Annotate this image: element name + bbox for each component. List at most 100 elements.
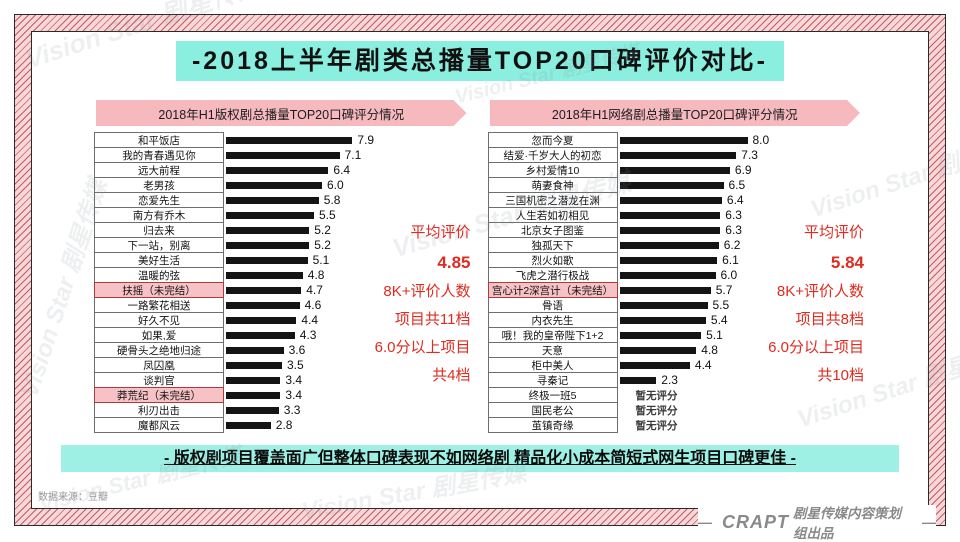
rating-value: 6.0 <box>720 268 738 282</box>
chart-summary: 平均评价 4.85 8K+评价人数 项目共11档 6.0分以上项目 共4档 <box>359 218 471 390</box>
drama-label: 结爱·千岁大人的初恋 <box>487 147 618 163</box>
chart-row: 莽荒纪（未完结） 3.4 <box>94 387 471 403</box>
drama-label: 茧镇奇缘 <box>487 417 618 433</box>
rating-value: 4.4 <box>301 313 319 327</box>
drama-label: 远大前程 <box>94 162 224 178</box>
rating-value: 6.5 <box>728 178 746 192</box>
chart-row: 凤囚凰 3.5 <box>94 357 471 373</box>
rating-bar <box>619 196 722 204</box>
rating-value: 7.9 <box>357 133 375 147</box>
rating-value: 5.8 <box>323 193 341 207</box>
drama-label: 萌妻食神 <box>487 177 618 193</box>
bar-area: 6.2 <box>618 238 865 252</box>
chart-row: 柜中美人 4.4 <box>487 357 865 373</box>
rating-value: 7.1 <box>344 148 362 162</box>
drama-label: 天意 <box>487 342 618 358</box>
drama-label: 温暖的弦 <box>94 267 224 283</box>
summary-line: 项目共11档 <box>394 311 471 328</box>
bar-area: 5.2 <box>224 223 471 237</box>
bar-area: 4.4 <box>618 358 865 372</box>
rating-value: 8.0 <box>752 133 770 147</box>
rating-bar <box>619 136 748 144</box>
rating-value: 5.7 <box>715 283 733 297</box>
drama-label: 恋爱先生 <box>94 192 224 208</box>
rating-bar <box>619 331 702 339</box>
bar-area: 6.5 <box>618 178 865 192</box>
drama-label: 我的青春遇见你 <box>94 147 224 163</box>
chart-block-copyright-drama: 2018年H1版权剧总播量TOP20口碑评分情况 和平饭店 7.9 我的青春遇见你 7… <box>94 100 471 433</box>
rating-bar <box>226 316 297 324</box>
drama-label: 寻秦记 <box>487 372 618 388</box>
page-title: -2018上半年剧类总播量TOP20口碑评价对比- <box>175 41 784 81</box>
bar-area: 5.4 <box>618 313 865 327</box>
bar-area: 4.8 <box>224 268 471 282</box>
bar-area: 6.4 <box>618 193 865 207</box>
rating-bar <box>619 151 737 159</box>
rating-value: 5.5 <box>319 208 336 222</box>
chart-area: 忽而今夏 8.0 结爱·千岁大人的初恋 7.3 乡村爱情10 6.9 萌妻食神 6.5 三国机密… <box>487 132 865 433</box>
no-rating-label: 暂无评分 <box>635 404 678 417</box>
drama-label-highlighted: 莽荒纪（未完结） <box>94 387 224 403</box>
drama-label: 魔都风云 <box>94 417 224 433</box>
chart-row: 温暖的弦 4.8 <box>94 267 471 283</box>
rating-bar <box>226 346 284 354</box>
summary-line: 8K+评价人数 <box>383 283 471 300</box>
chart-header-banner: 2018年H1网络剧总播量TOP20口碑评分情况 <box>490 100 861 126</box>
bar-area: 4.4 <box>224 313 471 327</box>
summary-avg-value: 5.84 <box>830 253 864 272</box>
summary-avg-value: 4.85 <box>437 253 471 272</box>
chart-summary: 平均评价 5.84 8K+评价人数 项目共8档 6.0分以上项目 共10档 <box>752 218 864 390</box>
rating-bar <box>226 391 281 399</box>
bar-area: 暂无评分 <box>618 418 865 433</box>
rating-value: 4.8 <box>701 343 718 357</box>
bar-area: 5.7 <box>618 283 865 297</box>
rating-bar <box>619 241 719 249</box>
bar-area: 6.3 <box>618 208 865 222</box>
rating-value: 5.4 <box>710 313 728 327</box>
drama-label: 忽而今夏 <box>487 132 618 148</box>
drama-label: 乡村爱情10 <box>487 162 618 178</box>
chart-row: 天意 4.8 <box>487 342 865 358</box>
chart-row: 独孤天下 6.2 <box>487 237 865 253</box>
summary-line: 共10档 <box>817 367 864 384</box>
chart-area: 和平饭店 7.9 我的青春遇见你 7.1 远大前程 6.4 老男孩 6.0 恋爱先生 5.8 南方有… <box>94 132 471 433</box>
rating-bar <box>619 361 690 369</box>
bar-area: 7.3 <box>618 148 865 162</box>
bar-area: 4.3 <box>224 328 471 342</box>
bar-area: 3.4 <box>224 373 471 387</box>
chart-row: 乡村爱情10 6.9 <box>487 162 865 178</box>
chart-row: 人生若如初相见 6.3 <box>487 207 865 223</box>
rating-bar <box>226 181 322 189</box>
drama-label: 内衣先生 <box>487 312 618 328</box>
drama-label: 独孤天下 <box>487 237 618 253</box>
drama-label: 归去来 <box>94 222 224 238</box>
rating-bar <box>226 361 282 369</box>
rating-value: 5.1 <box>312 253 330 267</box>
bar-area: 7.9 <box>224 133 471 147</box>
bar-area: 6.1 <box>618 253 865 267</box>
data-source-note: 数据来源：豆瓣 <box>38 492 108 503</box>
bar-area: 暂无评分 <box>618 403 865 418</box>
footer-dash: — <box>698 514 712 530</box>
rating-value: 3.6 <box>288 343 306 357</box>
bar-area: 6.3 <box>618 223 865 237</box>
drama-label: 和平饭店 <box>94 132 224 148</box>
content-panel: -2018上半年剧类总播量TOP20口碑评价对比- 2018年H1版权剧总播量T… <box>31 31 929 509</box>
rating-value: 3.4 <box>285 388 303 402</box>
chart-row: 国民老公 暂无评分 <box>487 402 865 418</box>
bar-area: 5.1 <box>224 253 471 267</box>
no-rating-label: 暂无评分 <box>635 389 678 402</box>
rating-value: 5.1 <box>706 328 723 342</box>
rating-bar <box>619 256 718 264</box>
bar-area: 5.1 <box>618 328 865 342</box>
rating-bar <box>226 286 302 294</box>
rating-value: 6.4 <box>726 193 744 207</box>
rating-value: 4.8 <box>307 268 325 282</box>
summary-avg-label: 平均评价 <box>410 224 471 241</box>
rating-bar <box>226 331 295 339</box>
drama-label: 骨语 <box>487 297 618 313</box>
drama-label: 南方有乔木 <box>94 207 224 223</box>
chart-row: 老男孩 6.0 <box>94 177 471 193</box>
footer-credit-text: 剧星传媒内容策划组出品 <box>793 506 901 541</box>
